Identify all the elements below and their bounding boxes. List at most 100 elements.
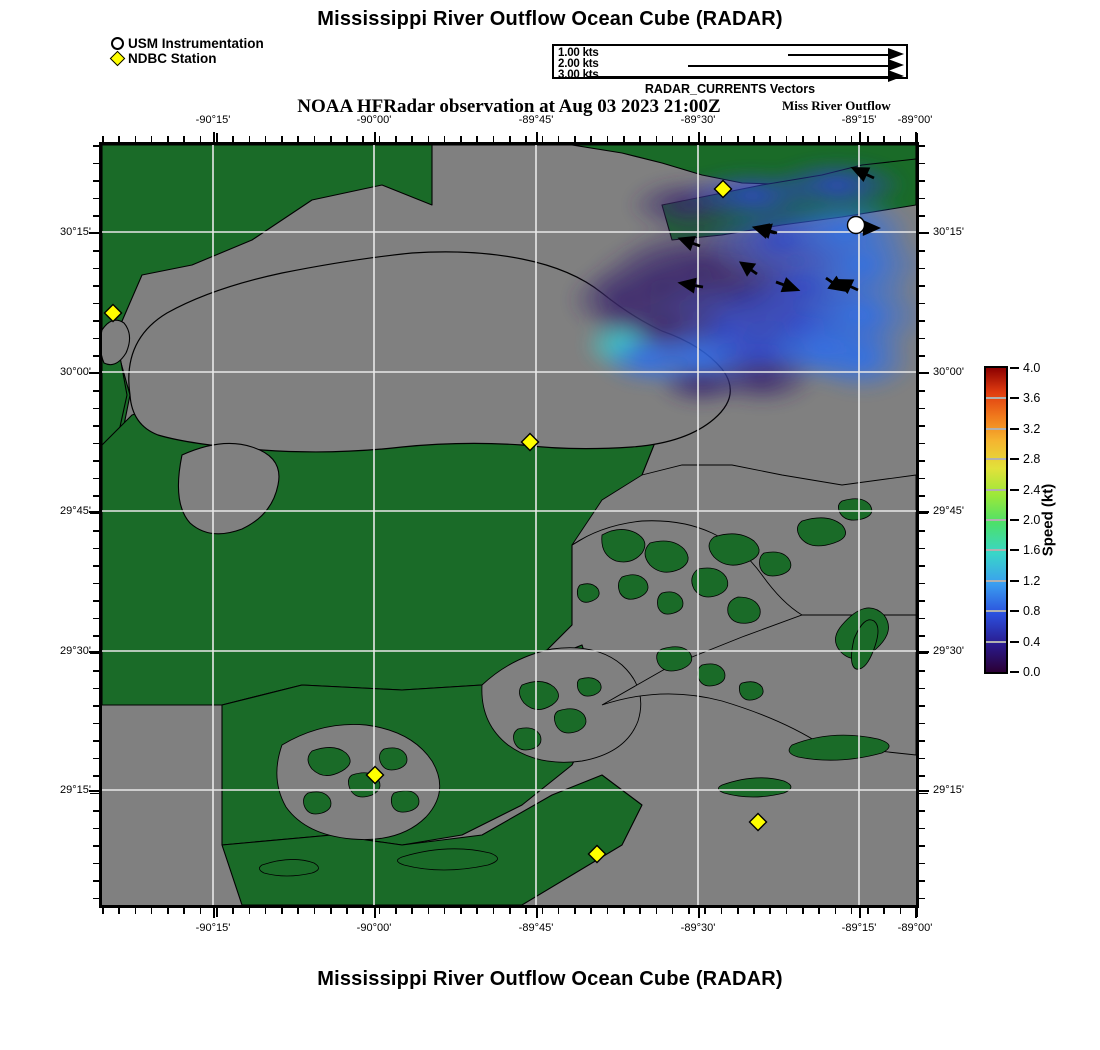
axis-tick (93, 740, 99, 742)
lat-tick-label: 29°30' (933, 645, 964, 657)
axis-tick (232, 908, 234, 914)
axis-tick (362, 908, 365, 914)
axis-tick (557, 136, 560, 142)
axis-tick (919, 197, 925, 200)
lat-tick-label: 29°15' (60, 784, 91, 796)
colorbar-tick-label: 3.6 (1023, 391, 1041, 406)
axis-tick (736, 136, 739, 142)
colorbar-tick (1010, 549, 1019, 552)
axis-tick (93, 687, 99, 690)
ndbc-station-central[interactable] (520, 432, 540, 452)
axis-tick (919, 302, 925, 305)
axis-tick (785, 908, 788, 914)
colorbar-tick (1010, 579, 1019, 582)
axis-tick (362, 136, 365, 142)
legend-label-usm: USM Instrumentation (128, 36, 264, 51)
axis-tick (395, 136, 397, 142)
colorbar-separator (986, 519, 1006, 521)
axis-tick (753, 136, 755, 142)
colorbar-tick-label: 0.4 (1023, 634, 1041, 649)
vector-legend-row-3: 3.00 kts (554, 69, 906, 82)
axis-tick (606, 908, 609, 914)
ndbc-station-delta-south[interactable] (587, 844, 607, 864)
axis-tick (346, 908, 348, 914)
vector-shaft-2 (688, 65, 888, 67)
axis-tick (919, 285, 925, 287)
axis-tick (919, 215, 925, 217)
axis-tick (850, 136, 853, 142)
axis-tick (557, 908, 560, 914)
axis-tick (93, 180, 99, 182)
colorbar-separator (986, 458, 1006, 461)
axis-tick (753, 908, 755, 914)
lat-tick-label: 29°30' (60, 645, 91, 657)
map-canvas[interactable] (99, 142, 919, 908)
axis-tick (883, 908, 886, 914)
axis-tick (919, 565, 925, 567)
axis-tick (297, 136, 299, 142)
axis-tick (329, 136, 332, 142)
axis-tick (89, 372, 99, 374)
station-markers (103, 179, 866, 864)
axis-tick (93, 670, 99, 672)
axis-tick (622, 136, 625, 142)
vector-legend-label-1: 1.00 kts (558, 47, 599, 59)
axis-tick (919, 617, 925, 620)
colorbar-tick-label: 2.0 (1023, 513, 1041, 527)
axis-tick (89, 232, 99, 234)
axis-tick (919, 705, 925, 707)
current-vector-arrows (677, 167, 881, 294)
lat-tick-label: 30°15' (933, 226, 964, 238)
axis-tick (720, 908, 723, 914)
axis-tick (919, 530, 925, 532)
ndbc-station-barataria[interactable] (365, 765, 385, 785)
colorbar-tick-label: 0.0 (1023, 665, 1041, 679)
axis-tick (574, 136, 576, 142)
ndbc-station-southeast[interactable] (748, 812, 768, 832)
axis-tick (93, 810, 99, 812)
axis-tick (93, 442, 99, 445)
dataset-label: Miss River Outflow (782, 98, 891, 113)
axis-tick (93, 757, 99, 760)
vector-legend-row-1: 1.00 kts (554, 47, 906, 60)
lon-tick-label: -89°00' (897, 114, 933, 126)
lon-tick-label: -90°00' (356, 922, 392, 934)
vector-legend-row-2: 2.00 kts (554, 58, 906, 71)
lon-tick-label: -89°00' (897, 922, 933, 934)
ndbc-station-north-east[interactable] (713, 179, 733, 199)
axis-tick (93, 355, 99, 357)
axis-tick (93, 862, 99, 865)
axis-tick (919, 407, 925, 410)
axis-tick (492, 908, 495, 914)
axis-tick (899, 908, 902, 914)
axis-tick (93, 845, 99, 847)
axis-tick (919, 687, 925, 690)
axis-tick (427, 908, 430, 914)
usm-instrumentation-site[interactable] (846, 215, 866, 235)
axis-tick (919, 337, 925, 340)
axis-tick (919, 740, 925, 742)
axis-tick (655, 908, 658, 914)
axis-tick (460, 136, 462, 142)
colorbar-separator (986, 610, 1006, 613)
colorbar-tick-label: 2.8 (1023, 452, 1041, 467)
axis-tick (769, 136, 772, 142)
axis-tick (167, 908, 169, 914)
colorbar-tick (1010, 458, 1019, 461)
axis-tick (867, 136, 869, 142)
axis-tick (919, 250, 925, 252)
lat-tick-label: 29°45' (933, 505, 964, 517)
vector-shaft-3 (588, 76, 888, 78)
lat-tick-label: 30°00' (933, 366, 964, 378)
axis-tick (297, 908, 299, 914)
axis-tick (919, 460, 925, 462)
lon-tick-label: -89°15' (841, 922, 877, 934)
axis-tick (606, 136, 609, 142)
colorbar-separator (986, 427, 1006, 430)
lat-tick-label: 30°15' (60, 226, 91, 238)
axis-tick (93, 215, 99, 217)
ndbc-station-west-pontchartrain[interactable] (103, 303, 123, 323)
axis-tick (93, 320, 99, 322)
vector-scale-legend: 1.00 kts 2.00 kts 3.00 kts (552, 44, 908, 82)
axis-tick (919, 162, 925, 165)
